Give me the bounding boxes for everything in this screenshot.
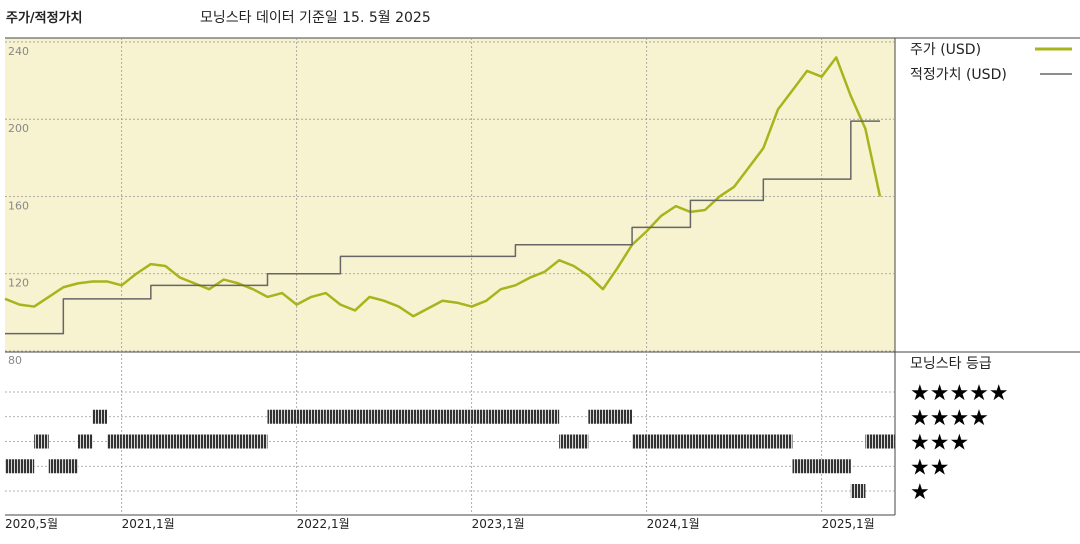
rating-bar (325, 409, 341, 424)
rating-bar (427, 409, 443, 424)
rating-bar (107, 434, 122, 449)
rating-bar (486, 409, 501, 424)
rating-bar (646, 434, 662, 449)
rating-bar (355, 409, 370, 424)
rating-bar (63, 459, 78, 474)
rating-legend: ★★ (910, 455, 949, 480)
rating-bar (675, 434, 691, 449)
rating-bar (442, 409, 458, 424)
y-tick-label: 120 (8, 277, 29, 290)
rating-bar (559, 434, 574, 449)
plot-background (5, 38, 895, 351)
rating-bar (821, 459, 837, 474)
rating-bar (252, 434, 268, 449)
chart-subtitle: 모닝스타 데이터 기준일 15. 5월 2025 (200, 10, 431, 26)
rating-bar (573, 434, 589, 449)
rating-bar (763, 434, 778, 449)
rating-bar (632, 434, 647, 449)
rating-bar (457, 409, 472, 424)
rating-bar (777, 434, 793, 449)
rating-bar (588, 409, 603, 424)
x-tick-label: 2022,1월 (297, 517, 350, 531)
rating-bar (340, 409, 355, 424)
rating-bar (515, 409, 530, 424)
rating-bar (719, 434, 735, 449)
rating-bar (136, 434, 151, 449)
rating-bar (165, 434, 180, 449)
y-tick-label: 80 (8, 354, 22, 367)
rating-bar (209, 434, 224, 449)
rating-bar (223, 434, 239, 449)
rating-bar (471, 409, 487, 424)
rating-bar (19, 459, 35, 474)
rating-bar (530, 409, 545, 424)
x-tick-label: 2020,5월 (5, 517, 58, 531)
rating-bar (661, 434, 676, 449)
rating-bar (311, 409, 326, 424)
rating-bar (92, 409, 108, 424)
rating-bar (413, 409, 428, 424)
rating-legend: ★★★★ (910, 406, 989, 431)
rating-bar (34, 434, 49, 449)
legend-label: 적정가치 (USD) (910, 67, 1007, 83)
x-tick-label: 2024,1월 (647, 517, 700, 531)
legend-label: 주가 (USD) (910, 42, 981, 58)
rating-bar (384, 409, 399, 424)
rating-bar (267, 409, 283, 424)
x-tick-label: 2025,1월 (822, 517, 875, 531)
rating-bar (705, 434, 720, 449)
rating-bar (807, 459, 822, 474)
rating-bar (544, 409, 560, 424)
rating-bar (282, 409, 297, 424)
chart-title: 주가/적정가치 (6, 10, 83, 26)
rating-legend: ★★★★★ (910, 381, 1009, 406)
y-tick-label: 200 (8, 122, 29, 135)
rating-bar (836, 459, 851, 474)
rating-legend: ★ (910, 480, 930, 505)
rating-bar (617, 409, 633, 424)
y-tick-label: 160 (8, 199, 29, 212)
rating-bar (734, 434, 749, 449)
rating-bar (398, 409, 414, 424)
rating-bar (180, 434, 195, 449)
rating-bar (296, 409, 312, 424)
rating-bar (77, 434, 93, 449)
x-tick-label: 2023,1월 (472, 517, 525, 531)
rating-bar (602, 409, 618, 424)
rating-bar (880, 434, 895, 449)
series-line (4, 56, 882, 318)
x-tick-label: 2021,1월 (122, 517, 175, 531)
rating-bar (748, 434, 764, 449)
y-tick-label: 240 (8, 45, 29, 58)
rating-bar (238, 434, 253, 449)
rating-bar (369, 409, 385, 424)
rating-bar (865, 434, 880, 449)
rating-bar (121, 434, 137, 449)
rating-bar (5, 459, 20, 474)
rating-bar (194, 434, 210, 449)
rating-title: 모닝스타 등급 (910, 356, 992, 372)
series-line (5, 120, 880, 335)
rating-bar (690, 434, 705, 449)
rating-bar (48, 459, 64, 474)
rating-bar (850, 484, 866, 498)
rating-bar (150, 434, 166, 449)
rating-bar (500, 409, 516, 424)
rating-bar (792, 459, 808, 474)
rating-legend: ★★★ (910, 431, 969, 456)
